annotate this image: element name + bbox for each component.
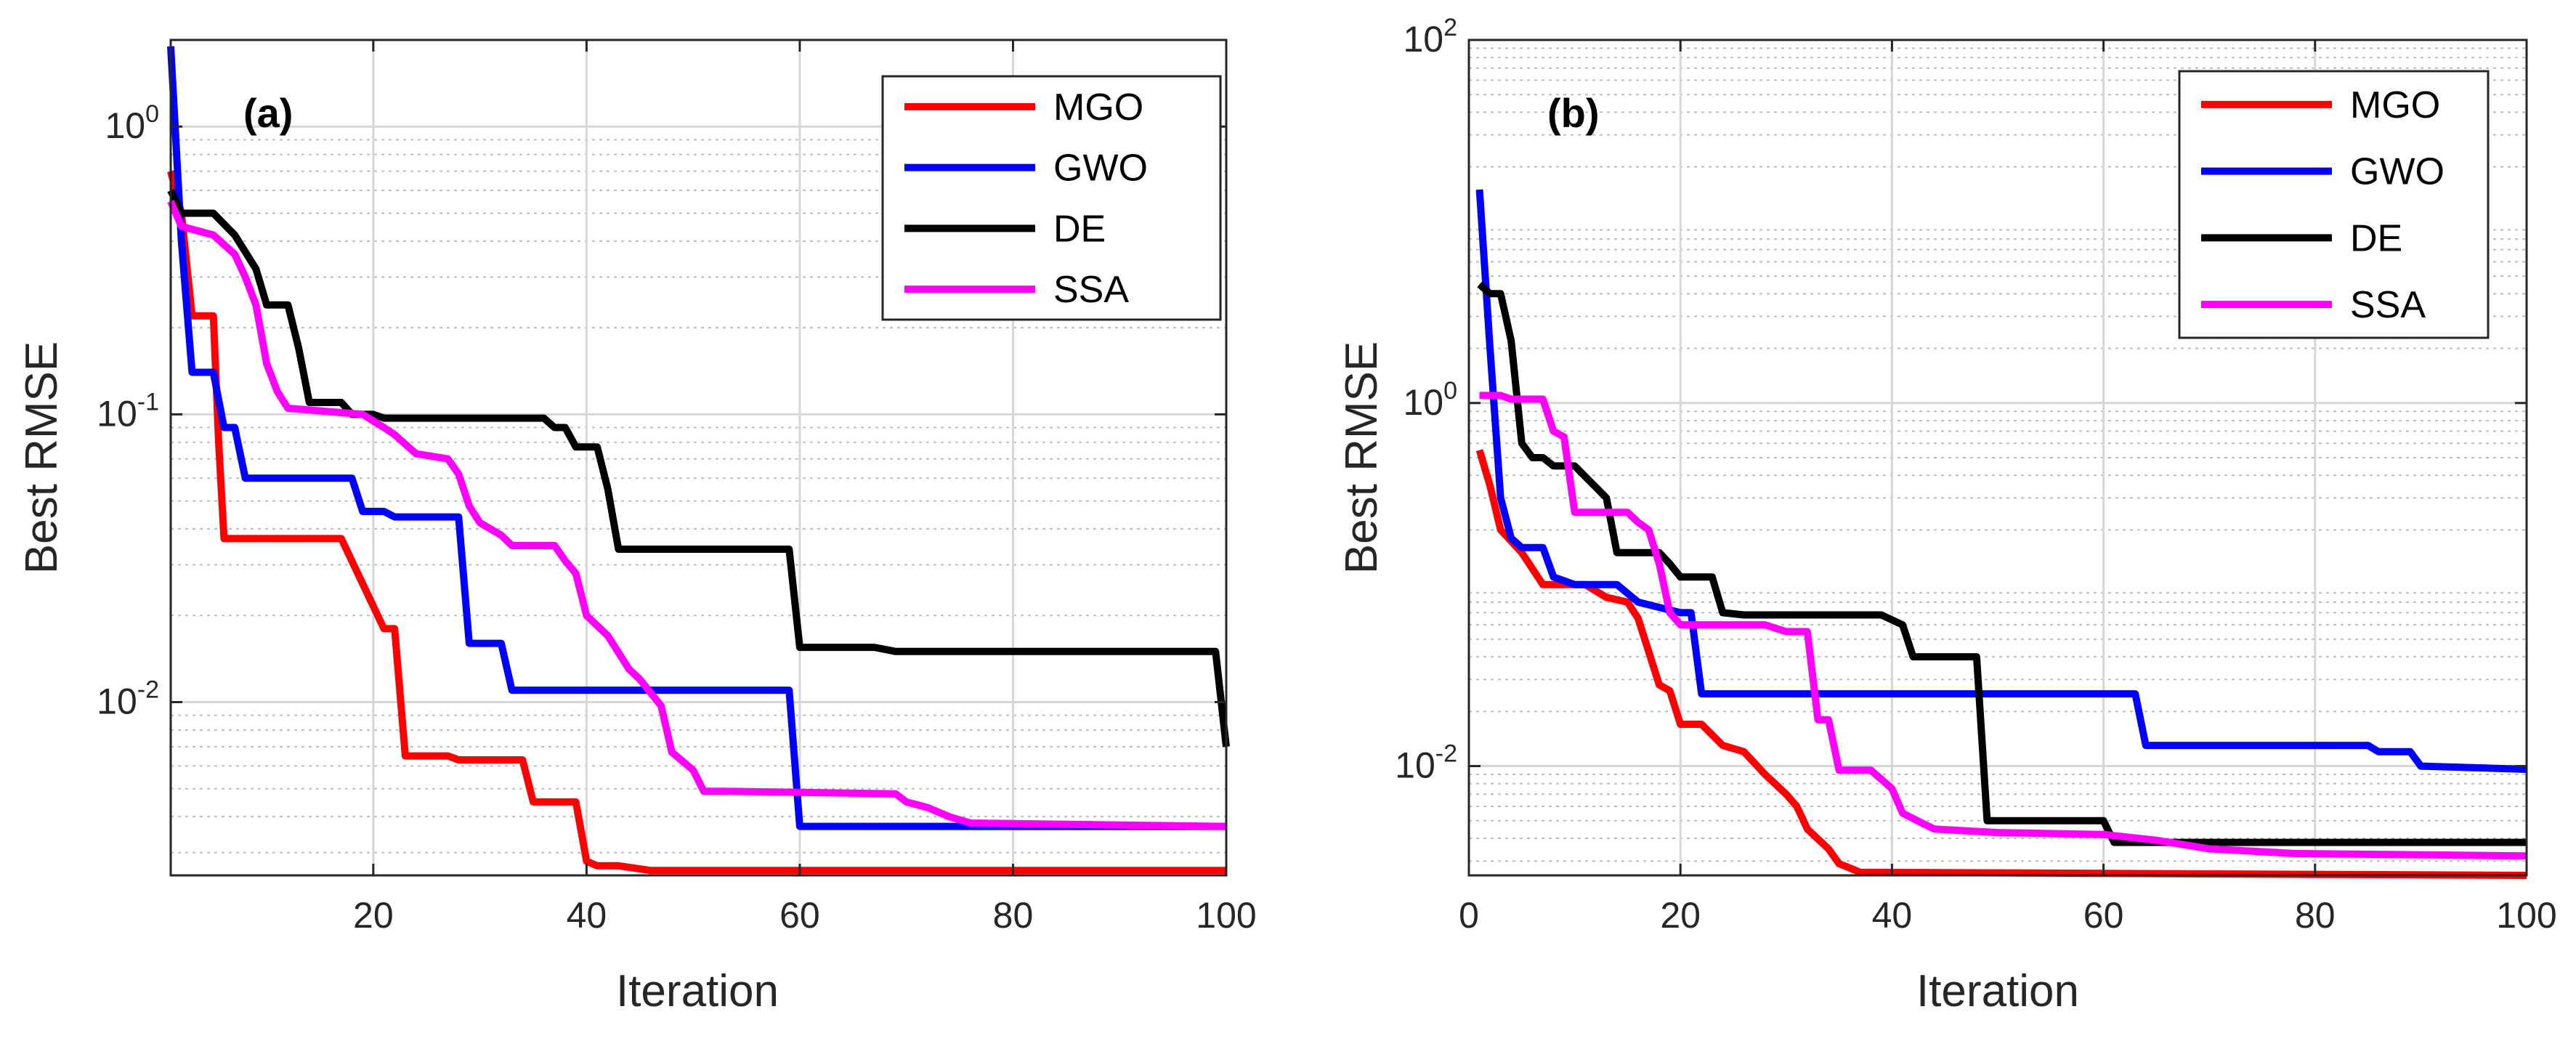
- series-line-ssa: [1479, 392, 2527, 860]
- legend: MGO GWO DE SSA: [881, 75, 1222, 321]
- legend-label-de: DE: [1053, 208, 1106, 250]
- x-tick-label: 100: [2496, 895, 2556, 936]
- series-line-mgo: [1475, 449, 2527, 879]
- y-tick-label: 100: [105, 100, 159, 146]
- panel-label: (b): [1547, 90, 1600, 136]
- y-axis-label: Best RMSE: [17, 341, 67, 574]
- series-line-gwo: [1475, 189, 2527, 773]
- legend-label-gwo: GWO: [1053, 147, 1148, 190]
- x-tick-label: 40: [1872, 895, 1913, 936]
- legend: MGO GWO DE SSA: [2178, 70, 2490, 339]
- series-group: [167, 46, 1230, 875]
- legend-box: [2178, 70, 2490, 339]
- series-group: [1475, 189, 2527, 879]
- x-axis-label: Iteration: [1916, 966, 2079, 1016]
- y-tick-label: 10-2: [97, 676, 159, 722]
- x-tick-label: 20: [1660, 895, 1701, 936]
- series-line-mgo: [167, 170, 1226, 875]
- x-tick-label: 20: [353, 895, 394, 936]
- y-tick-label: 100: [1403, 377, 1457, 423]
- x-tick-label: 80: [993, 895, 1034, 936]
- x-axis-label: Iteration: [616, 966, 779, 1016]
- x-tick-label: 80: [2295, 895, 2336, 936]
- chart-panel-1: 0 20 40 60 80 100 10-2 100 102 Iteration Best RMSE…: [1337, 14, 2557, 1016]
- x-axis: 0 20 40 60 80 100: [1459, 40, 2557, 936]
- legend-label-de: DE: [2350, 217, 2402, 259]
- legend-label-ssa: SSA: [2350, 284, 2426, 326]
- x-tick-label: 60: [2083, 895, 2124, 936]
- legend-label-gwo: GWO: [2350, 151, 2445, 193]
- y-axis: 10-2 10-1 100: [97, 100, 1226, 722]
- series-line-de: [167, 188, 1230, 748]
- y-axis-label: Best RMSE: [1337, 341, 1387, 574]
- series-line-ssa: [167, 200, 1227, 830]
- legend-label-mgo: MGO: [1053, 86, 1143, 129]
- x-tick-label: 0: [1459, 895, 1479, 936]
- y-tick-label: 10-2: [1395, 740, 1457, 786]
- series-line-gwo: [167, 46, 1226, 830]
- axes-frame: [1467, 39, 2528, 877]
- legend-label-mgo: MGO: [2350, 84, 2440, 126]
- axes-frame: [169, 39, 1228, 877]
- y-axis: 10-2 100 102: [1395, 14, 2527, 786]
- y-tick-label: 10-1: [97, 388, 159, 434]
- y-tick-label: 102: [1403, 14, 1457, 60]
- panel-label: (a): [243, 90, 293, 136]
- x-axis: 20 40 60 80 100: [353, 40, 1257, 936]
- legend-box: [881, 75, 1222, 321]
- chart-panel-0: 20 40 60 80 100 10-2 10-1 100 Iteration Best RMSE…: [17, 39, 1257, 1016]
- series-line-de: [1477, 281, 2527, 846]
- x-tick-label: 60: [779, 895, 820, 936]
- legend-label-ssa: SSA: [1053, 269, 1129, 311]
- x-tick-label: 40: [567, 895, 607, 936]
- x-tick-label: 100: [1196, 895, 1256, 936]
